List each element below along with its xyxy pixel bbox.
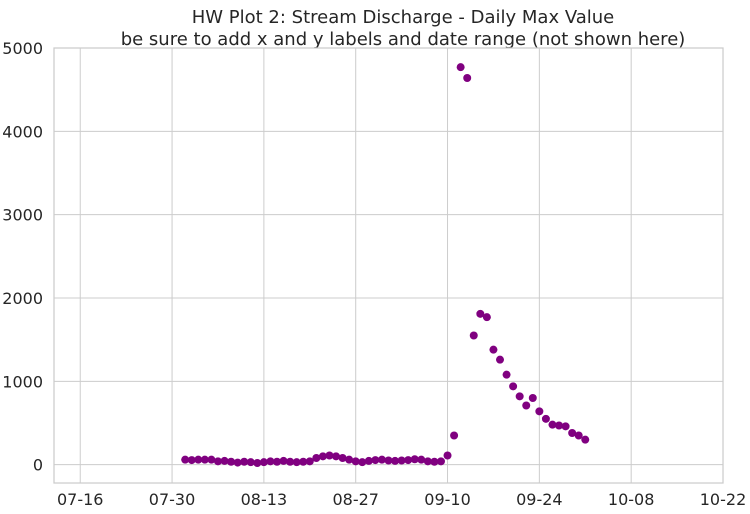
data-point — [528, 394, 537, 402]
data-point — [358, 458, 367, 467]
data-point — [246, 458, 255, 467]
data-point — [423, 457, 432, 466]
data-point — [450, 431, 459, 440]
x-tick-label: 08-13 — [241, 490, 288, 509]
data-point — [384, 456, 393, 465]
data-point — [509, 382, 518, 391]
y-tick-labels: 0 1000 2000 3000 4000 5000 — [2, 39, 43, 475]
data-point — [305, 457, 314, 466]
data-point — [266, 457, 275, 466]
data-point — [253, 459, 262, 467]
data-point — [522, 401, 531, 410]
data-point — [391, 456, 400, 465]
data-point — [187, 456, 196, 465]
data-point — [535, 407, 544, 416]
data-point — [581, 435, 590, 444]
data-point — [417, 455, 426, 464]
data-point — [410, 455, 419, 464]
y-tick-label: 3000 — [2, 206, 43, 225]
data-point — [345, 455, 354, 464]
x-gridlines — [79, 48, 724, 483]
chart-title: HW Plot 2: Stream Discharge - Daily Max … — [192, 7, 615, 28]
data-point — [364, 456, 373, 465]
x-tick-label: 10-22 — [700, 490, 747, 509]
data-point — [496, 355, 504, 364]
y-gridlines — [54, 47, 723, 466]
y-tick-label: 4000 — [2, 122, 43, 141]
data-point — [273, 457, 281, 466]
x-tick-label: 07-30 — [149, 490, 196, 509]
data-point — [397, 456, 406, 465]
data-point — [377, 455, 386, 464]
data-point — [286, 457, 295, 466]
x-tick-label: 07-16 — [57, 490, 104, 509]
data-point — [489, 345, 498, 354]
data-point — [220, 456, 229, 465]
data-point — [555, 421, 564, 430]
data-point — [476, 309, 485, 318]
data-point — [404, 456, 413, 465]
data-point — [240, 457, 249, 466]
data-point — [318, 452, 327, 461]
chart-subtitle: be sure to add x and y labels and date r… — [121, 29, 686, 50]
data-point — [213, 457, 222, 466]
x-tick-label: 08-27 — [332, 490, 379, 509]
data-point — [207, 455, 216, 464]
data-point — [332, 452, 341, 461]
data-point — [463, 74, 472, 82]
data-point — [299, 457, 308, 466]
data-point — [561, 422, 570, 431]
x-tick-label: 09-10 — [424, 490, 471, 509]
data-point — [292, 458, 301, 467]
data-point — [430, 457, 439, 466]
data-point — [338, 454, 347, 462]
data-point — [436, 457, 445, 466]
data-point — [541, 414, 550, 423]
x-tick-label: 09-24 — [516, 490, 563, 509]
data-point — [227, 457, 236, 466]
plot-area-frame — [53, 47, 724, 484]
data-point — [443, 451, 452, 460]
data-point — [312, 454, 321, 462]
y-tick-label: 2000 — [2, 289, 43, 308]
y-tick-label: 1000 — [2, 372, 43, 391]
data-point — [351, 457, 360, 466]
y-tick-label: 5000 — [2, 39, 43, 58]
x-tick-label: 10-08 — [608, 490, 655, 509]
data-point — [181, 455, 190, 464]
y-tick-label: 0 — [33, 456, 43, 475]
data-point — [469, 331, 478, 340]
data-point — [325, 451, 334, 460]
x-tick-labels: 07-16 07-30 08-13 08-27 09-10 09-24 10-08 10-22 — [57, 490, 746, 509]
data-point — [456, 63, 465, 72]
data-point — [568, 429, 577, 437]
data-point — [200, 455, 209, 464]
data-point — [194, 455, 203, 464]
data-point — [482, 313, 491, 322]
data-point — [233, 458, 242, 467]
data-point — [259, 458, 268, 467]
data-point — [515, 392, 524, 401]
data-point — [548, 420, 557, 429]
data-point — [279, 456, 288, 465]
data-point — [574, 431, 583, 440]
data-points — [181, 63, 590, 467]
data-point — [502, 370, 511, 379]
data-point — [371, 456, 380, 465]
